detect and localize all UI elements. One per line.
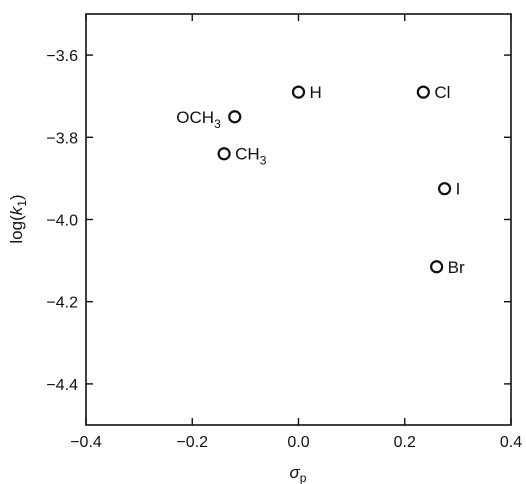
axis-ticks: −0.4 −0.2 0.0 0.2 0.4 −3.6 −3.8 −4.0 −4.2 −4.4: [46, 14, 522, 451]
y-axis-title: log(k1): [7, 194, 29, 243]
x-tick-label: −0.2: [176, 434, 208, 451]
y-tick-label: −4.2: [46, 295, 78, 312]
y-tick-label: −3.8: [46, 130, 78, 147]
y-tick-label: −3.6: [46, 48, 78, 65]
data-point-marker: [291, 85, 306, 99]
plot-frame: [85, 13, 512, 426]
x-tick-label: 0.0: [287, 434, 309, 451]
y-tick-label: −4.4: [46, 377, 78, 394]
data-point-marker: [228, 110, 242, 124]
data-point-marker: [416, 85, 430, 99]
data-point-label: CH3: [235, 145, 267, 168]
x-tick-label: −0.4: [70, 434, 102, 451]
x-tick-label: 0.2: [394, 434, 416, 451]
data-point-marker: [430, 260, 444, 274]
data-point-label: I: [456, 180, 461, 199]
data-point-label: Cl: [434, 83, 450, 102]
data-point-marker: [217, 147, 231, 161]
data-point-label: H: [310, 83, 322, 102]
data-point-label: OCH3: [176, 108, 221, 131]
data-points: OCH3 CH3 H Cl I Br: [176, 83, 465, 277]
x-tick-label: 0.4: [500, 434, 522, 451]
y-tick-label: −4.0: [46, 213, 78, 230]
x-axis-title: σp: [290, 463, 307, 484]
data-point-label: Br: [448, 258, 465, 277]
data-point-marker: [437, 182, 452, 196]
